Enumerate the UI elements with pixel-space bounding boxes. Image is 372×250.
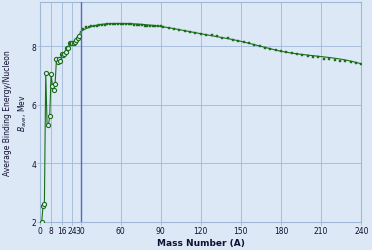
- Y-axis label: Average Binding Energy/Nucleon
$B_{ave}$, Mev: Average Binding Energy/Nucleon $B_{ave}$…: [3, 50, 29, 175]
- X-axis label: Mass Number (A): Mass Number (A): [157, 238, 245, 246]
